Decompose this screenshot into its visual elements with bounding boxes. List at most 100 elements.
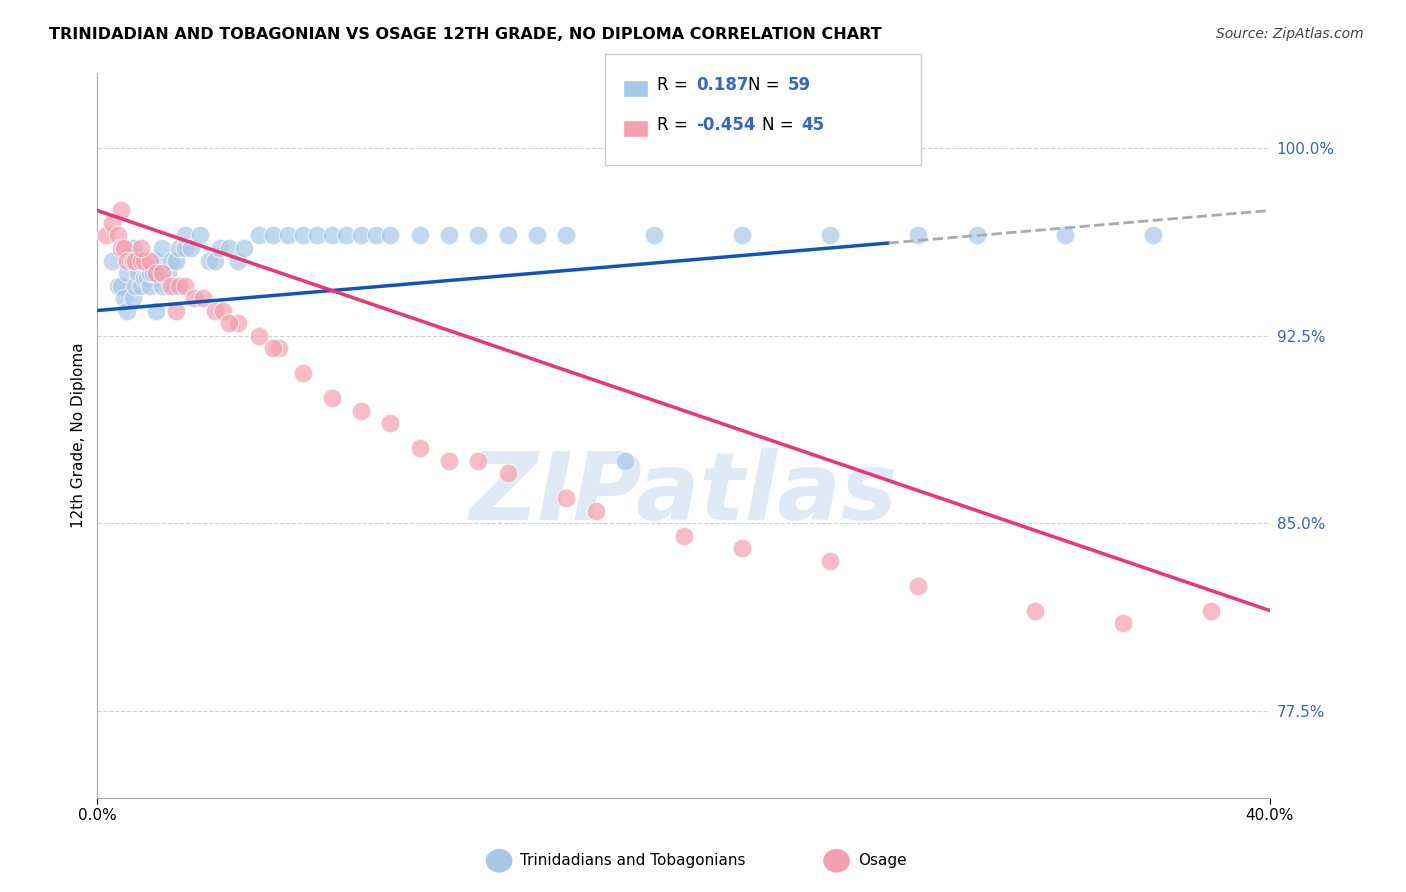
Point xyxy=(188,228,211,243)
Point xyxy=(555,491,578,505)
Point xyxy=(110,278,132,293)
Point xyxy=(197,253,219,268)
Point xyxy=(94,228,117,243)
Point xyxy=(174,278,197,293)
Point xyxy=(121,241,143,255)
Point xyxy=(437,228,460,243)
Point xyxy=(335,228,357,243)
Text: N =: N = xyxy=(762,116,799,134)
Y-axis label: 12th Grade, No Diploma: 12th Grade, No Diploma xyxy=(72,343,86,528)
Text: ZIPatlas: ZIPatlas xyxy=(470,448,897,540)
Point xyxy=(115,266,138,280)
Point xyxy=(262,228,284,243)
Point xyxy=(145,253,167,268)
Point xyxy=(1024,603,1046,617)
Point xyxy=(380,416,402,430)
Point xyxy=(156,266,179,280)
Text: 0.187: 0.187 xyxy=(696,76,748,94)
Text: R =: R = xyxy=(657,116,693,134)
Point xyxy=(169,278,191,293)
Text: Trinidadians and Tobagonians: Trinidadians and Tobagonians xyxy=(520,854,745,868)
Text: Source: ZipAtlas.com: Source: ZipAtlas.com xyxy=(1216,27,1364,41)
Point xyxy=(136,271,159,285)
Point xyxy=(526,228,548,243)
Point xyxy=(467,228,489,243)
Point xyxy=(139,266,162,280)
Point xyxy=(101,216,124,230)
Point xyxy=(159,278,181,293)
Point xyxy=(731,228,754,243)
Point xyxy=(321,391,343,405)
Text: TRINIDADIAN AND TOBAGONIAN VS OSAGE 12TH GRADE, NO DIPLOMA CORRELATION CHART: TRINIDADIAN AND TOBAGONIAN VS OSAGE 12TH… xyxy=(49,27,882,42)
Point xyxy=(585,503,607,517)
Point xyxy=(134,271,156,285)
Point xyxy=(150,241,173,255)
Point xyxy=(166,253,188,268)
Point xyxy=(1199,603,1222,617)
Point xyxy=(226,316,249,330)
Point xyxy=(350,403,373,417)
Point xyxy=(672,528,695,542)
Point xyxy=(145,266,167,280)
Point xyxy=(139,253,162,268)
Point xyxy=(131,278,153,293)
Text: 45: 45 xyxy=(801,116,824,134)
Point xyxy=(321,228,343,243)
Point xyxy=(150,278,173,293)
Point xyxy=(247,228,270,243)
Point xyxy=(131,241,153,255)
Point xyxy=(218,316,240,330)
Point xyxy=(218,241,240,255)
Point xyxy=(409,228,432,243)
Point xyxy=(174,241,197,255)
Point xyxy=(247,328,270,343)
Point xyxy=(966,228,988,243)
Point xyxy=(212,303,235,318)
Point xyxy=(115,303,138,318)
Point xyxy=(232,241,254,255)
Point xyxy=(380,228,402,243)
Point xyxy=(1142,228,1164,243)
Point xyxy=(437,453,460,467)
Point xyxy=(643,228,665,243)
Point xyxy=(121,253,143,268)
Point xyxy=(350,228,373,243)
Point xyxy=(101,253,124,268)
Point xyxy=(307,228,329,243)
Point xyxy=(124,253,146,268)
Point xyxy=(142,266,165,280)
Point xyxy=(139,278,162,293)
Point xyxy=(209,241,232,255)
Point xyxy=(204,303,226,318)
Point xyxy=(731,541,754,555)
Point xyxy=(191,291,214,305)
Point xyxy=(291,366,314,380)
Point xyxy=(110,241,132,255)
Point xyxy=(1053,228,1076,243)
Point xyxy=(818,553,841,567)
Point xyxy=(131,253,153,268)
Point xyxy=(907,228,929,243)
Point xyxy=(169,241,191,255)
Point xyxy=(818,228,841,243)
Text: -0.454: -0.454 xyxy=(696,116,755,134)
Point xyxy=(409,441,432,455)
Point xyxy=(145,303,167,318)
Point xyxy=(166,303,188,318)
Point xyxy=(267,341,290,355)
Point xyxy=(364,228,387,243)
Point xyxy=(291,228,314,243)
Point xyxy=(112,291,135,305)
Point xyxy=(613,453,636,467)
Point xyxy=(496,466,519,480)
Point xyxy=(262,341,284,355)
Point xyxy=(226,253,249,268)
Point xyxy=(1112,615,1135,630)
Point xyxy=(555,228,578,243)
Point xyxy=(496,228,519,243)
Point xyxy=(174,228,197,243)
Point xyxy=(467,453,489,467)
Point xyxy=(107,278,129,293)
Text: 59: 59 xyxy=(787,76,810,94)
Point xyxy=(115,253,138,268)
